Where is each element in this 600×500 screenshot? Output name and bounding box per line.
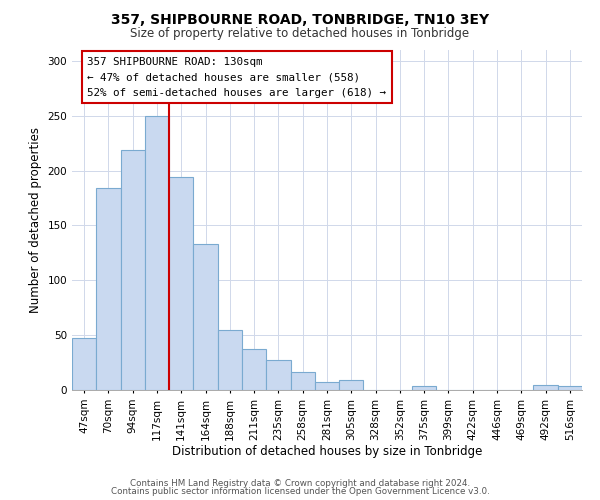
Bar [96,188,121,390]
Bar [558,386,582,390]
Text: Contains public sector information licensed under the Open Government Licence v3: Contains public sector information licen… [110,487,490,496]
Bar [290,372,315,390]
Bar [169,177,193,390]
Text: 357 SHIPBOURNE ROAD: 130sqm
← 47% of detached houses are smaller (558)
52% of se: 357 SHIPBOURNE ROAD: 130sqm ← 47% of det… [88,57,386,98]
Text: Size of property relative to detached houses in Tonbridge: Size of property relative to detached ho… [130,28,470,40]
Bar [533,384,558,390]
Bar [266,360,290,390]
Y-axis label: Number of detached properties: Number of detached properties [29,127,42,313]
X-axis label: Distribution of detached houses by size in Tonbridge: Distribution of detached houses by size … [172,446,482,458]
Bar [145,116,169,390]
Bar [121,150,145,390]
Bar [218,330,242,390]
Bar [339,380,364,390]
Text: Contains HM Land Registry data © Crown copyright and database right 2024.: Contains HM Land Registry data © Crown c… [130,478,470,488]
Bar [193,244,218,390]
Bar [315,382,339,390]
Text: 357, SHIPBOURNE ROAD, TONBRIDGE, TN10 3EY: 357, SHIPBOURNE ROAD, TONBRIDGE, TN10 3E… [111,12,489,26]
Bar [72,338,96,390]
Bar [412,386,436,390]
Bar [242,350,266,390]
